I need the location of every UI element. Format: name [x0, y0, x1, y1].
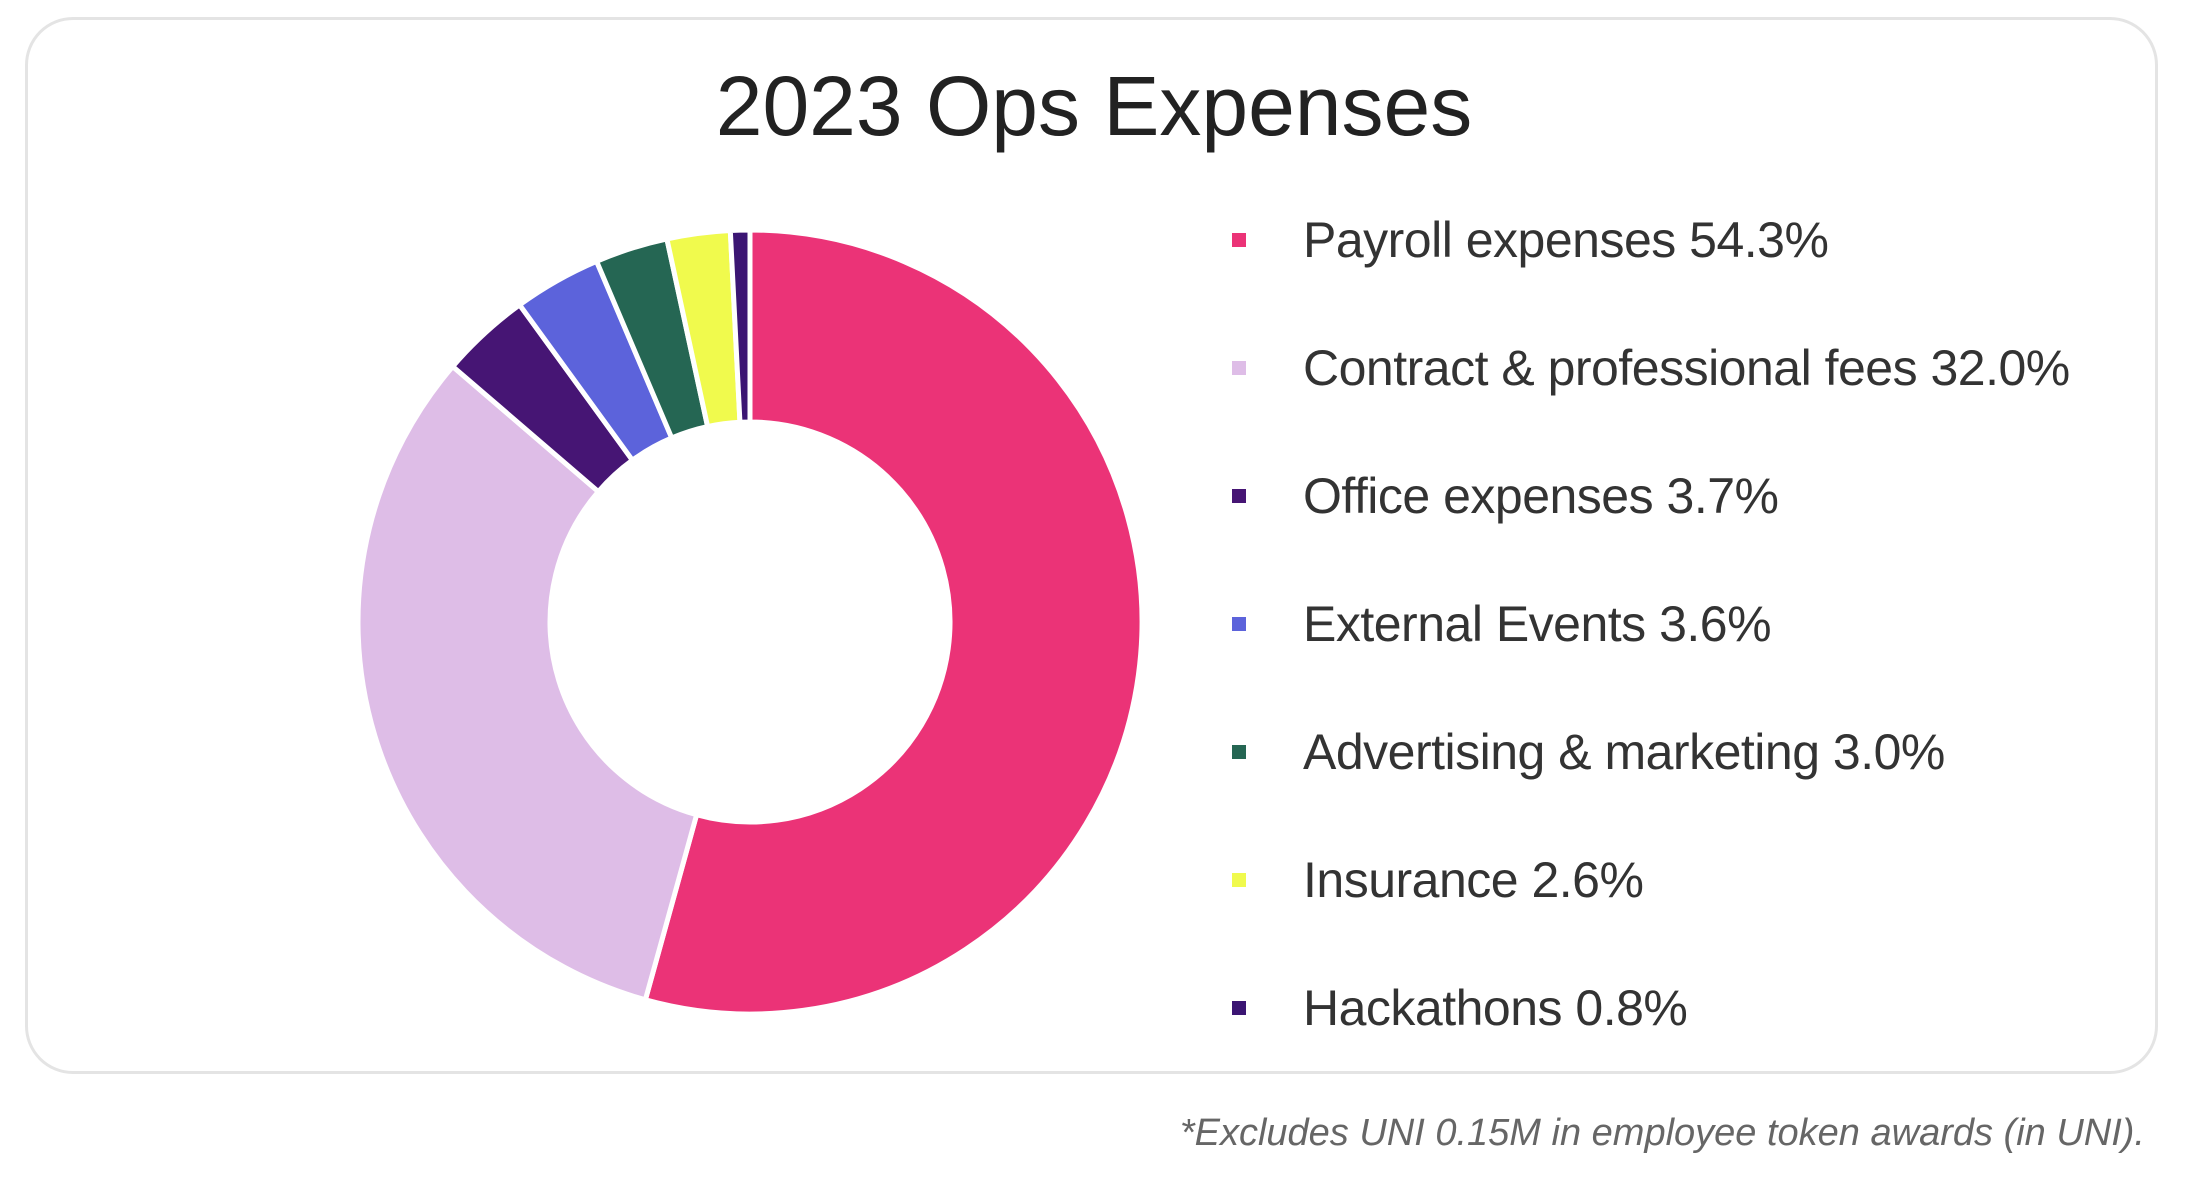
legend-item: Payroll expenses 54.3% [1232, 210, 1829, 270]
legend-label: Payroll expenses 54.3% [1303, 212, 1829, 268]
footnote: *Excludes UNI 0.15M in employee token aw… [1179, 1112, 2145, 1154]
legend-item: Insurance 2.6% [1232, 850, 1644, 910]
legend-swatch [1232, 1001, 1246, 1015]
legend-item: Advertising & marketing 3.0% [1232, 722, 1945, 782]
legend-swatch [1232, 617, 1246, 631]
legend-label: Office expenses 3.7% [1303, 468, 1779, 524]
legend-swatch [1232, 745, 1246, 759]
legend-swatch [1232, 873, 1246, 887]
donut-slice-1 [355, 362, 700, 1003]
legend-label: Insurance 2.6% [1303, 852, 1644, 908]
legend-swatch [1232, 361, 1246, 375]
legend-item: Contract & professional fees 32.0% [1232, 338, 2070, 398]
legend-swatch [1232, 489, 1246, 503]
legend-item: External Events 3.6% [1232, 594, 1772, 654]
legend-item: Office expenses 3.7% [1232, 466, 1779, 526]
legend-swatch [1232, 233, 1246, 247]
legend-item: Hackathons 0.8% [1232, 978, 1688, 1038]
legend-label: Advertising & marketing 3.0% [1303, 724, 1945, 780]
legend-label: External Events 3.6% [1303, 596, 1772, 652]
chart-title: 2023 Ops Expenses [715, 59, 1473, 153]
legend-label: Contract & professional fees 32.0% [1303, 340, 2070, 396]
legend-label: Hackathons 0.8% [1303, 980, 1688, 1036]
donut-slice-6 [727, 227, 753, 425]
donut-slice-0 [642, 227, 1145, 1017]
